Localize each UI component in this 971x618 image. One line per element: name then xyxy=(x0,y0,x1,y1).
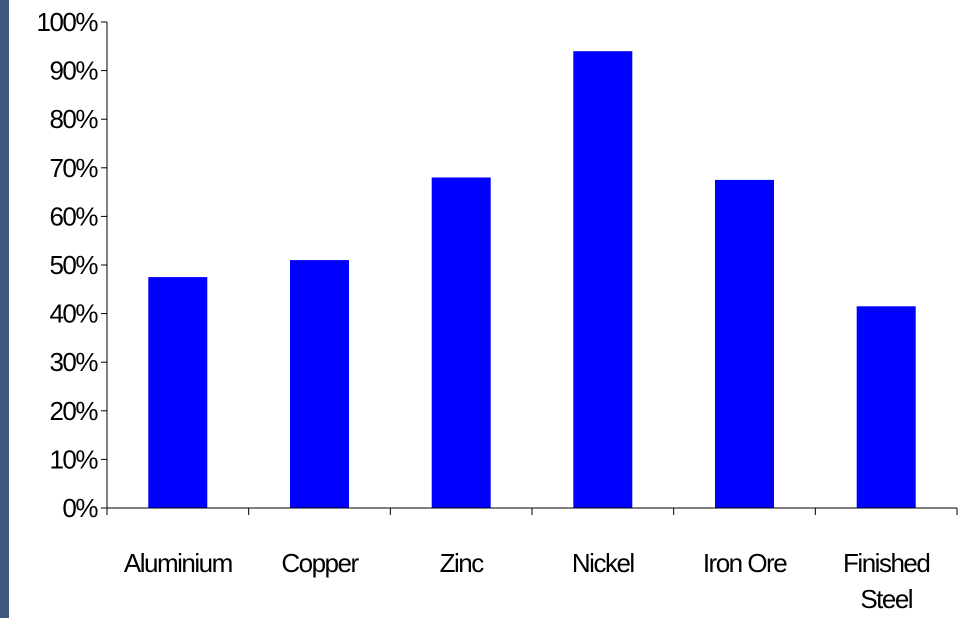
x-tick-label-line: Iron Ore xyxy=(703,548,787,578)
y-tick-label: 100% xyxy=(37,7,99,37)
x-tick-label-finished-steel: Finished Steel xyxy=(843,548,929,614)
x-tick-label-aluminium: Aluminium xyxy=(124,548,232,578)
bar-finished-steel xyxy=(856,306,916,508)
y-tick-label: 70% xyxy=(49,153,98,183)
bar-aluminium xyxy=(148,277,208,508)
y-tick-label: 60% xyxy=(49,201,98,231)
bar-copper xyxy=(290,260,349,508)
y-tick-label: 0% xyxy=(62,493,98,523)
bar-zinc xyxy=(431,177,491,508)
x-tick-label-copper: Copper xyxy=(281,548,359,578)
x-tick-labels: Aluminium Copper Zinc Nickel Iron Ore Finishe… xyxy=(124,548,931,614)
bar-iron-ore xyxy=(715,179,774,508)
left-edge-strip xyxy=(0,0,9,618)
x-tick-label-line: Nickel xyxy=(572,548,635,578)
x-tick-label-line: Aluminium xyxy=(124,548,232,578)
y-tick-labels: 0% 10% 20% 30% 40% 50% 60% 70% 80% 90% 100% xyxy=(37,7,100,523)
y-tick-label: 30% xyxy=(49,347,98,377)
bar-nickel xyxy=(573,51,633,508)
y-tick-label: 90% xyxy=(49,56,98,86)
axes-group xyxy=(101,21,958,515)
x-tick-label-line: Zinc xyxy=(440,548,485,578)
x-tick-label-line: Steel xyxy=(860,584,912,614)
y-tick-label: 50% xyxy=(49,250,98,280)
y-tick-label: 40% xyxy=(49,299,98,329)
x-tick-label-line: Copper xyxy=(281,548,359,578)
y-tick-label: 80% xyxy=(49,104,98,134)
x-tick-label-nickel: Nickel xyxy=(572,548,635,578)
y-tick-label: 10% xyxy=(49,444,98,474)
bar-group xyxy=(148,51,916,508)
x-tick-label-iron-ore: Iron Ore xyxy=(703,548,787,578)
x-tick-label-zinc: Zinc xyxy=(440,548,485,578)
x-tick-label-line: Finished xyxy=(843,548,929,578)
y-tick-label: 20% xyxy=(49,396,98,426)
